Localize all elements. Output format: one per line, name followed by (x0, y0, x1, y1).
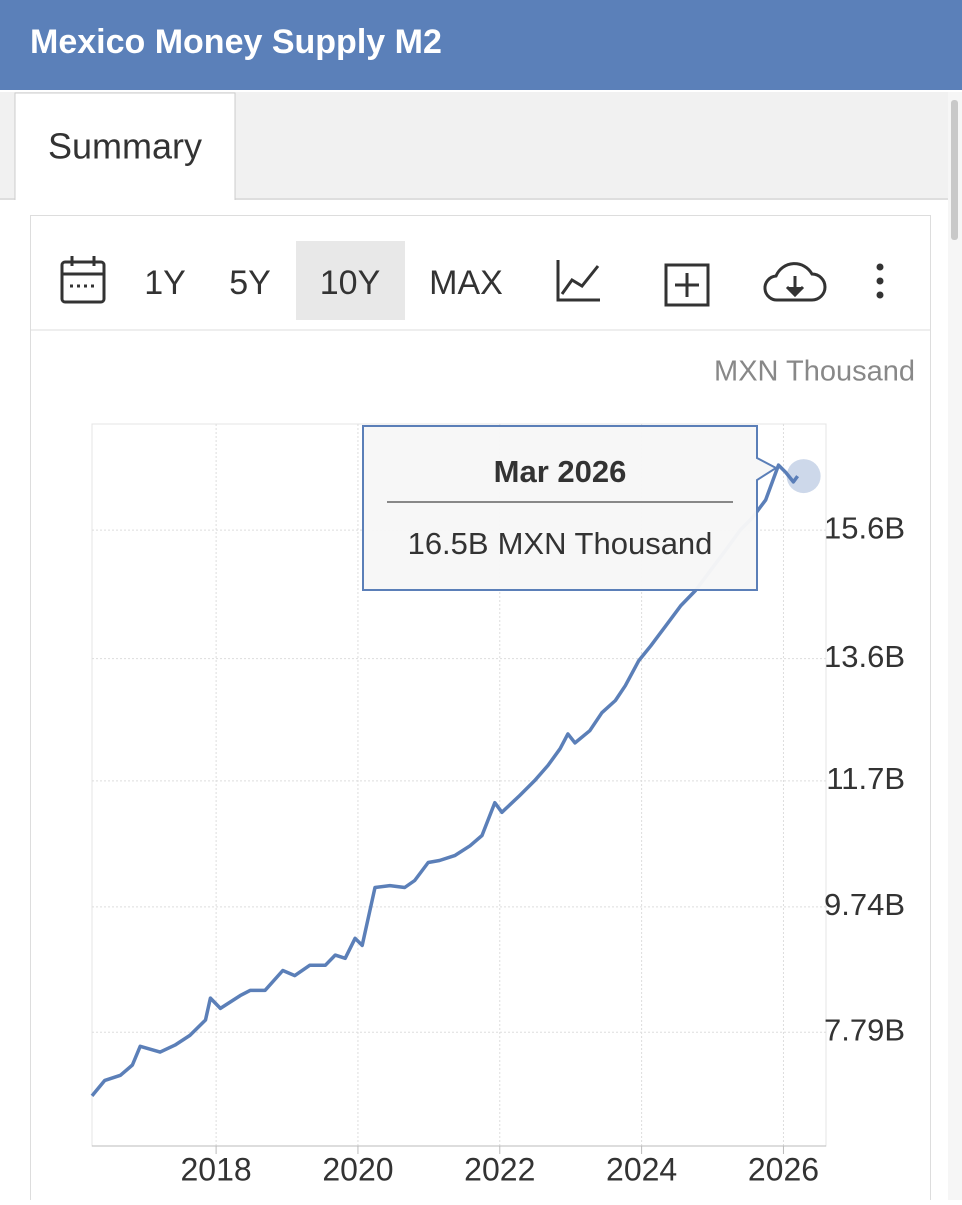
tooltip-date: Mar 2026 (494, 454, 627, 489)
tab[interactable] (14, 92, 236, 200)
calendar-icon[interactable] (60, 256, 106, 304)
header-bar (0, 0, 962, 90)
more-icon[interactable] (876, 263, 884, 299)
range-button[interactable]: 5Y (229, 264, 271, 302)
header-title: Mexico Money Supply M2 (30, 23, 442, 61)
add-icon[interactable] (664, 263, 710, 307)
plot: 7.79B 9.74B 11.7B 13.6B 15.6B 2018 2020 2022 202… (90, 424, 905, 1187)
tab-label[interactable]: Summary (48, 126, 202, 167)
tooltip-value: 16.5B MXN Thousand (408, 526, 713, 561)
scroll-thumb[interactable] (951, 100, 958, 240)
scrollbar (948, 92, 962, 1200)
toolbar: 1Y 5Y 10Y MAX (144, 241, 503, 320)
toolbar-icons (60, 256, 827, 307)
y-tick-label: 15.6B (824, 510, 905, 545)
x-tick-label: 2024 (606, 1151, 677, 1187)
range-button[interactable]: 10Y (320, 264, 381, 302)
tooltip-box (362, 425, 778, 591)
x-tick-label: 2022 (464, 1151, 535, 1187)
y-tick-label: 13.6B (824, 639, 905, 674)
unit-label: MXN Thousand (714, 356, 915, 388)
download-icon[interactable] (763, 262, 827, 302)
tooltip-unit: MXN Thousand (498, 526, 713, 561)
chart-type-icon[interactable] (556, 260, 600, 302)
range-button[interactable]: MAX (429, 264, 503, 302)
tooltip-value-label: 16.5B (408, 526, 489, 561)
line-series (90, 463, 800, 1098)
y-tick-label: 9.74B (824, 887, 905, 922)
x-tick-label: 2026 (748, 1151, 819, 1187)
x-tick-label: 2020 (322, 1151, 393, 1187)
y-tick-label: 11.7B (826, 761, 905, 796)
range-button[interactable]: 1Y (144, 264, 186, 302)
range-selected-bg (296, 241, 405, 320)
hover-point (786, 459, 821, 494)
y-tick-label: 7.79B (824, 1012, 905, 1047)
x-tick-label: 2018 (181, 1151, 252, 1187)
